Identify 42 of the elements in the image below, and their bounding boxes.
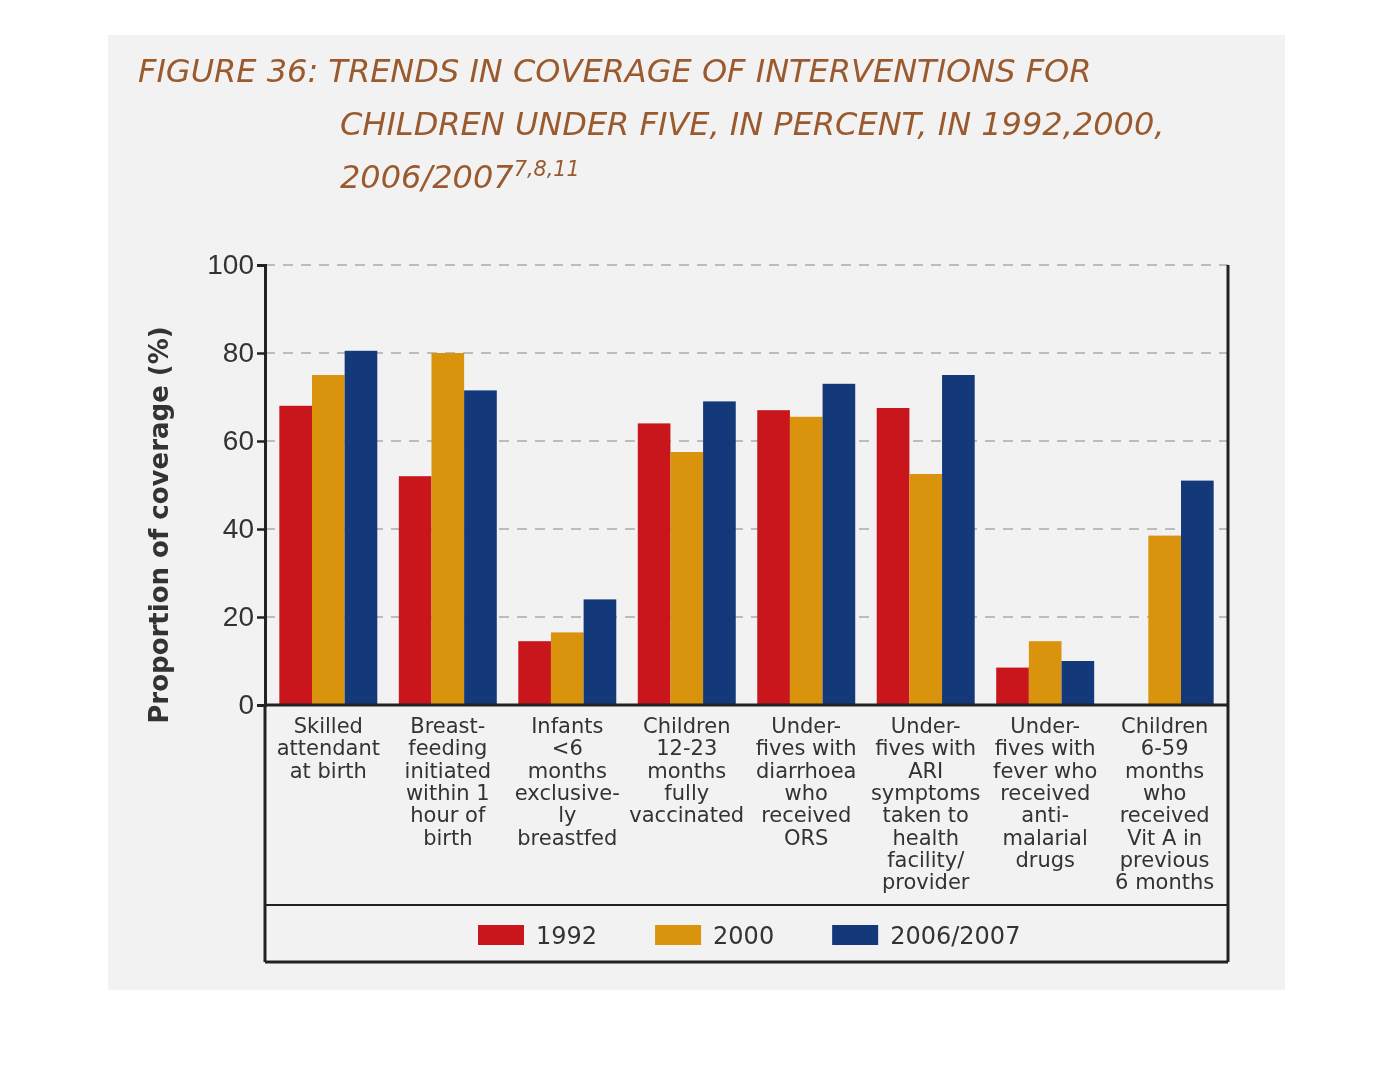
legend-label: 2006/2007	[890, 922, 1021, 950]
bar	[876, 408, 910, 705]
x-tick-label: Under-fives with diarrhoea who received ORS	[755, 714, 857, 850]
y-tick-label: 40	[222, 513, 254, 545]
bar	[279, 405, 312, 705]
x-tick-label: Under-fives with fever who received anti-malarial drugs	[993, 714, 1098, 872]
x-tick-label: Children 6-59 months who received Vit A in previous 6 months	[1115, 714, 1215, 895]
y-tick-label: 80	[222, 337, 254, 369]
bar	[789, 416, 823, 705]
bar	[1148, 535, 1182, 705]
bar	[550, 632, 584, 705]
y-tick-label: 60	[222, 425, 254, 457]
bar	[1061, 661, 1095, 705]
bar	[312, 375, 345, 705]
bar	[637, 423, 671, 705]
x-tick-label: Breast-feeding initiated within 1 hour of birth	[404, 714, 492, 850]
bar	[909, 474, 943, 705]
y-tick-label: 100	[207, 249, 254, 281]
bar	[583, 599, 617, 705]
bar	[344, 350, 378, 705]
legend-label: 2000	[713, 922, 775, 950]
bar	[757, 410, 790, 705]
chart-title: FIGURE 36: TRENDS IN COVERAGE OF INTERVENTIONS FOR CHILDREN UNDER FIVE, IN PERCENT, IN 1992,2000, 2006/2007$^{7,8,11}$	[138, 52, 1165, 196]
legend-label: 1992	[536, 922, 598, 950]
bar	[822, 383, 856, 705]
bar	[1181, 480, 1214, 705]
bar	[1028, 641, 1062, 705]
bar	[942, 375, 975, 705]
x-tick-label: Skilled attendant at birth	[276, 714, 380, 783]
x-tick-label: Under-fives with ARI symptoms taken to health facility/ provider	[870, 714, 981, 895]
bar	[670, 452, 704, 705]
y-axis-title: Proportion of coverage (%)	[144, 326, 174, 724]
bar	[703, 401, 736, 705]
y-tick-label: 20	[222, 601, 254, 633]
x-tick-label: Infants <6 months exclusive-ly breastfed	[514, 714, 620, 850]
bar	[398, 476, 432, 705]
y-tick-label: 0	[238, 689, 254, 721]
x-tick-label: Children 12-23 months fully vaccinated	[629, 714, 745, 828]
bar	[996, 667, 1029, 705]
bar	[518, 641, 551, 705]
bar	[464, 390, 497, 705]
bar	[431, 353, 465, 705]
